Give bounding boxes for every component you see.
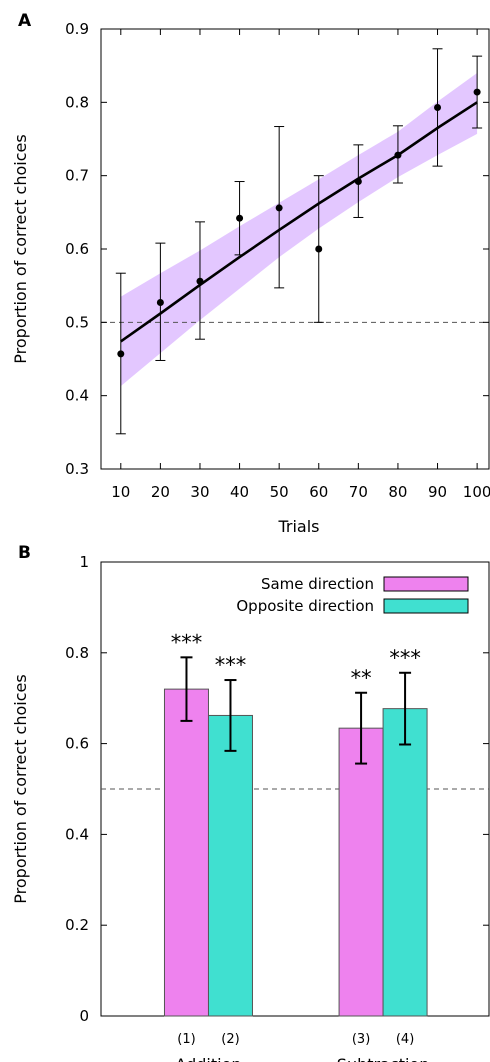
- x-tick-label: 60: [309, 483, 328, 501]
- point-marker: [473, 88, 481, 96]
- fitted-curve: [120, 101, 478, 343]
- y-tick-label: 0.9: [65, 20, 89, 38]
- panel-b: B *********** 00.20.40.60.81 (1)(2)Addit…: [11, 543, 490, 1062]
- x-tick-label: 90: [428, 483, 447, 501]
- x-tick-label: 40: [230, 483, 249, 501]
- point-marker: [117, 350, 125, 358]
- point-marker: [315, 245, 323, 253]
- bar-1: ***: [163, 630, 209, 1017]
- bar-rect: [338, 727, 384, 1017]
- y-tick-label: 0.8: [65, 93, 89, 111]
- bar-2: ***: [207, 653, 253, 1017]
- data-point-9: [432, 48, 443, 167]
- data-point-7: [353, 144, 364, 218]
- legend-swatch-same-direction: [383, 576, 469, 592]
- data-point-4: [234, 181, 245, 256]
- data-point-5: [274, 126, 285, 289]
- bar-4: ***: [382, 646, 428, 1017]
- x-tick-label: 50: [270, 483, 289, 501]
- panel-a-x-ticks: 10 20 30 40 50 60 70 80 90 100: [111, 29, 490, 501]
- data-point-6: [313, 175, 324, 323]
- y-tick-label: 0.6: [65, 735, 89, 753]
- point-marker: [236, 214, 244, 222]
- y-tick-label: 0.8: [65, 644, 89, 662]
- point-marker: [434, 103, 442, 111]
- significance-stars: ***: [389, 646, 421, 670]
- significance-stars: ***: [171, 630, 203, 654]
- point-marker: [196, 277, 204, 285]
- bar-index-label: (4): [396, 1032, 414, 1047]
- x-tick-label: 20: [151, 483, 170, 501]
- panel-a-label: A: [18, 11, 32, 31]
- bar-index-label: (3): [352, 1032, 370, 1047]
- bar-rect: [207, 714, 253, 1017]
- panel-a-x-axis-label: Trials: [277, 517, 319, 536]
- confidence-band: [120, 73, 478, 387]
- panel-b-y-axis-label: Proportion of correct choices: [11, 674, 30, 903]
- y-tick-label: 0.7: [65, 167, 89, 185]
- y-tick-label: 0.5: [65, 313, 89, 331]
- y-tick-label: 0.2: [65, 916, 89, 934]
- significance-stars: **: [351, 666, 372, 690]
- panel-a-frame: [100, 28, 490, 470]
- panel-b-legend: Same direction Opposite direction: [236, 575, 469, 615]
- data-point-3: [194, 221, 205, 340]
- data-point-8: [392, 125, 403, 184]
- y-tick-label: 0.4: [65, 825, 89, 843]
- y-tick-label: 0: [79, 1007, 89, 1025]
- data-point-10: [472, 55, 483, 129]
- x-tick-label: 30: [190, 483, 209, 501]
- data-point-1: [115, 272, 126, 435]
- panel-a-plot-area: [101, 48, 489, 435]
- panel-b-y-ticks: 0 0.2 0.4 0.6 0.8 1: [65, 553, 489, 1025]
- bar-rect: [382, 708, 428, 1017]
- point-marker: [156, 299, 164, 307]
- y-tick-label: 0.4: [65, 387, 89, 405]
- x-tick-label: 10: [111, 483, 130, 501]
- bar-3: **: [338, 666, 384, 1017]
- group-label-line-1: Addition: [175, 1055, 241, 1062]
- point-marker: [275, 204, 283, 212]
- panel-a: A 0.3 0.4 0.5 0.6 0.7 0.8 0.9 10 20 30 40 50 60 70 80…: [11, 11, 490, 536]
- point-marker: [354, 178, 362, 186]
- panel-a-y-ticks: 0.3 0.4 0.5 0.6 0.7 0.8 0.9: [65, 20, 489, 478]
- group-label-line-1: Subtraction: [337, 1055, 430, 1062]
- panel-b-group-labels: (1)(2)Additiontests(3)(4)Subtractiontest…: [175, 1032, 429, 1062]
- bar-index-label: (2): [221, 1032, 239, 1047]
- point-marker: [394, 151, 402, 159]
- bar-rect: [163, 688, 209, 1017]
- x-tick-label: 70: [349, 483, 368, 501]
- panel-b-plot-area: ***********: [101, 630, 489, 1017]
- y-tick-label: 0.3: [65, 460, 89, 478]
- bar-index-label: (1): [177, 1032, 195, 1047]
- legend-label-same-direction: Same direction: [261, 575, 374, 593]
- y-tick-label: 0.6: [65, 240, 89, 258]
- significance-stars: ***: [215, 653, 247, 677]
- y-tick-label: 1: [79, 553, 89, 571]
- x-tick-label: 80: [388, 483, 407, 501]
- panel-b-label: B: [18, 543, 31, 563]
- data-point-2: [155, 242, 166, 361]
- legend-swatch-opposite-direction: [383, 598, 469, 614]
- legend-label-opposite-direction: Opposite direction: [236, 597, 374, 615]
- panel-a-y-axis-label: Proportion of correct choices: [11, 134, 30, 363]
- x-tick-label: 100: [463, 483, 490, 501]
